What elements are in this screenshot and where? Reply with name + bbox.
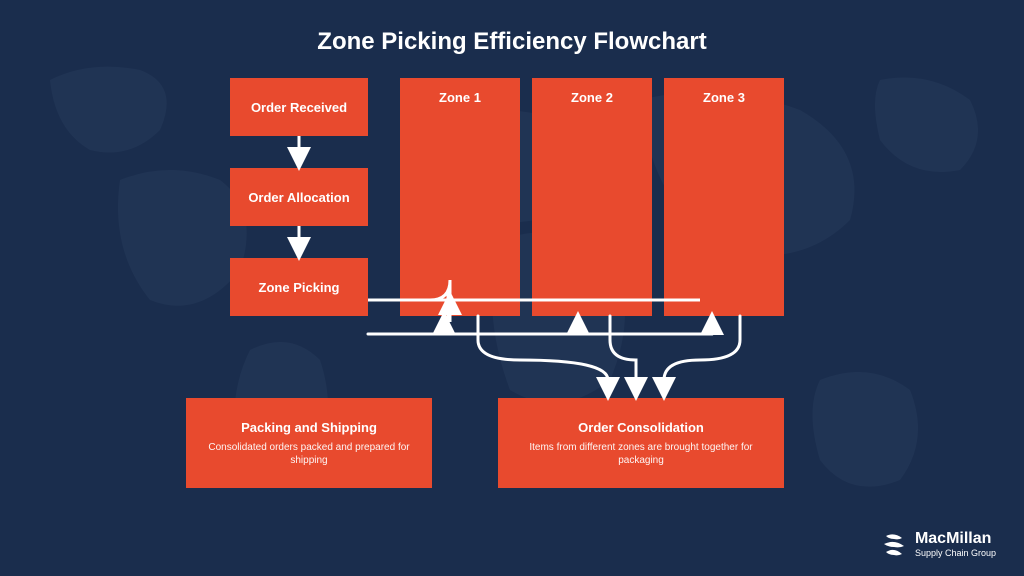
node-label: Zone 2 (532, 90, 652, 105)
logo-text: MacMillan Supply Chain Group (915, 531, 996, 558)
node-consolidation: Order Consolidation Items from different… (498, 398, 784, 488)
node-label: Order Consolidation (578, 420, 704, 435)
node-label: Zone Picking (259, 280, 340, 295)
node-label: Packing and Shipping (241, 420, 377, 435)
node-zone-picking: Zone Picking (230, 258, 368, 316)
node-zone2: Zone 2 (532, 78, 652, 316)
logo-icon (881, 532, 907, 558)
logo-tagline: Supply Chain Group (915, 549, 996, 558)
node-order-received: Order Received (230, 78, 368, 136)
node-label: Order Allocation (248, 190, 349, 205)
node-zone3: Zone 3 (664, 78, 784, 316)
node-packing: Packing and Shipping Consolidated orders… (186, 398, 432, 488)
node-label: Order Received (251, 100, 347, 115)
node-sublabel: Items from different zones are brought t… (510, 441, 772, 467)
brand-logo: MacMillan Supply Chain Group (881, 531, 996, 558)
node-order-allocation: Order Allocation (230, 168, 368, 226)
node-sublabel: Consolidated orders packed and prepared … (198, 441, 420, 467)
logo-name: MacMillan (915, 531, 996, 547)
chart-title: Zone Picking Efficiency Flowchart (0, 28, 1024, 56)
node-label: Zone 1 (400, 90, 520, 105)
node-label: Zone 3 (664, 90, 784, 105)
node-zone1: Zone 1 (400, 78, 520, 316)
